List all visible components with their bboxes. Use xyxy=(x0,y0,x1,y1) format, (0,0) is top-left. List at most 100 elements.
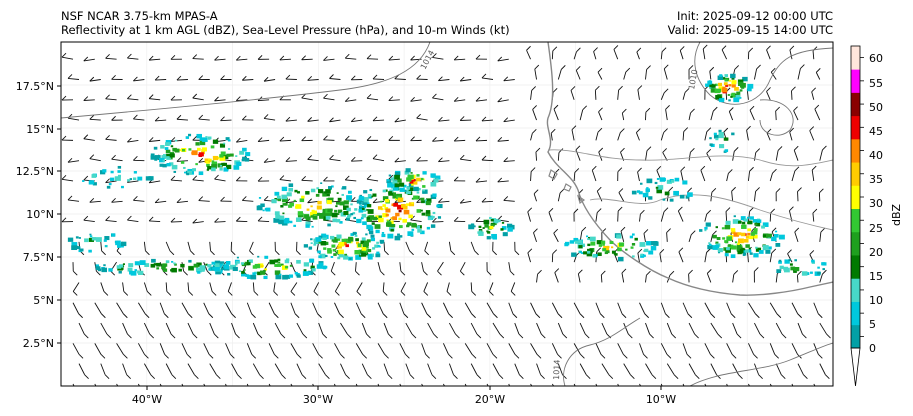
wind-barb xyxy=(459,261,466,272)
wind-barb-flag xyxy=(133,195,138,201)
reflectivity-cell xyxy=(724,224,731,230)
wind-barb xyxy=(766,91,771,100)
wind-barb xyxy=(442,343,449,355)
reflectivity-cell xyxy=(355,255,362,260)
reflectivity-cell xyxy=(817,271,821,275)
run-info: Init: 2025-09-12 00:00 UTC Valid: 2025-0… xyxy=(668,9,833,37)
reflectivity-cell xyxy=(742,76,748,82)
reflectivity-cell xyxy=(337,209,343,214)
reflectivity-cell xyxy=(775,230,778,233)
reflectivity-cell xyxy=(166,156,171,160)
wind-barb-flag xyxy=(198,196,204,201)
wind-barb xyxy=(819,232,822,242)
reflectivity-cell xyxy=(359,194,363,197)
wind-barb xyxy=(704,252,707,263)
wind-barb xyxy=(601,322,608,335)
wind-barb xyxy=(645,363,653,375)
reflectivity-cell xyxy=(717,251,721,254)
wind-barb-flag xyxy=(206,270,212,276)
wind-barb-flag xyxy=(220,196,225,202)
wind-barb-flag xyxy=(618,85,623,91)
wind-barb xyxy=(323,97,335,101)
reflectivity-cell xyxy=(374,244,379,248)
wind-barb xyxy=(236,139,248,143)
wind-barb xyxy=(372,158,385,162)
reflectivity-cell xyxy=(372,216,378,221)
reflectivity-cell xyxy=(288,204,293,208)
wind-barb-flag xyxy=(532,105,537,110)
reflectivity-cell xyxy=(421,201,424,204)
wind-barb-flag xyxy=(600,354,606,359)
wind-barb-flag xyxy=(67,195,73,201)
wind-barb xyxy=(159,343,166,355)
reflectivity-cell xyxy=(490,218,494,222)
wind-barb xyxy=(746,130,749,141)
reflectivity-cell xyxy=(811,261,815,264)
wind-barb-flag xyxy=(758,374,763,379)
reflectivity-cell xyxy=(715,226,719,229)
wind-barb-flag xyxy=(453,374,458,379)
wind-barb-flag xyxy=(317,313,322,319)
wind-barb-flag xyxy=(627,333,633,339)
wind-barb-flag xyxy=(424,250,430,256)
wind-barb-flag xyxy=(818,354,823,359)
wind-barb-flag xyxy=(470,395,474,399)
reflectivity-cell xyxy=(415,225,420,229)
wind-barb-flag xyxy=(366,93,372,99)
reflectivity-cell xyxy=(250,274,257,280)
reflectivity-cell xyxy=(723,82,728,86)
wind-barb-flag xyxy=(127,215,132,221)
reflectivity-cell xyxy=(508,224,515,230)
reflectivity-cell xyxy=(361,213,367,218)
reflectivity-cell xyxy=(486,230,489,233)
wind-barb-flag xyxy=(400,291,406,296)
wind-barb-flag xyxy=(791,86,796,92)
reflectivity-cell xyxy=(586,252,592,257)
reflectivity-cell xyxy=(726,236,733,241)
wind-barb xyxy=(100,282,105,292)
reflectivity-cell xyxy=(361,249,368,254)
reflectivity-cell xyxy=(489,225,494,230)
reflectivity-cell xyxy=(89,235,93,238)
wind-barb xyxy=(170,179,182,182)
wind-barb-flag xyxy=(668,186,674,192)
wind-barb xyxy=(497,58,509,62)
reflectivity-cell xyxy=(318,189,324,194)
reflectivity-cell xyxy=(746,216,750,219)
reflectivity-cell xyxy=(361,252,367,257)
reflectivity-cell xyxy=(811,259,815,263)
reflectivity-cell xyxy=(742,254,745,256)
wind-barb xyxy=(89,158,101,162)
reflectivity-cell xyxy=(89,233,92,236)
wind-barb-flag xyxy=(214,217,219,223)
wind-barb-flag xyxy=(67,158,73,163)
reflectivity-cell xyxy=(180,161,185,164)
reflectivity-cell xyxy=(289,220,293,224)
wind-barb-flag xyxy=(338,395,342,399)
colorbar-tick-label: 60 xyxy=(869,52,883,65)
reflectivity-cell xyxy=(317,250,321,254)
reflectivity-cell xyxy=(715,94,721,100)
wind-barb xyxy=(766,132,771,141)
wind-barb-flag xyxy=(335,291,340,296)
wind-barb-flag xyxy=(67,74,73,79)
reflectivity-cell xyxy=(393,202,399,207)
wind-barb xyxy=(481,119,494,122)
reflectivity-cell xyxy=(329,208,333,212)
reflectivity-cell xyxy=(365,246,369,249)
reflectivity-cell xyxy=(762,234,766,238)
wind-barb xyxy=(105,138,117,141)
y-tick-label: 12.5°N xyxy=(16,165,54,178)
wind-barb xyxy=(601,363,610,375)
reflectivity-cell xyxy=(727,94,730,96)
wind-barb xyxy=(536,274,538,283)
wind-barb-flag xyxy=(111,115,116,121)
reflectivity-cell xyxy=(358,205,365,211)
reflectivity-cell xyxy=(397,233,400,236)
wind-barb xyxy=(361,363,368,375)
reflectivity-cell xyxy=(324,254,328,258)
reflectivity-cell xyxy=(411,183,414,186)
wind-barb xyxy=(527,211,531,222)
wind-barb xyxy=(214,99,226,102)
reflectivity-cell xyxy=(394,174,400,180)
